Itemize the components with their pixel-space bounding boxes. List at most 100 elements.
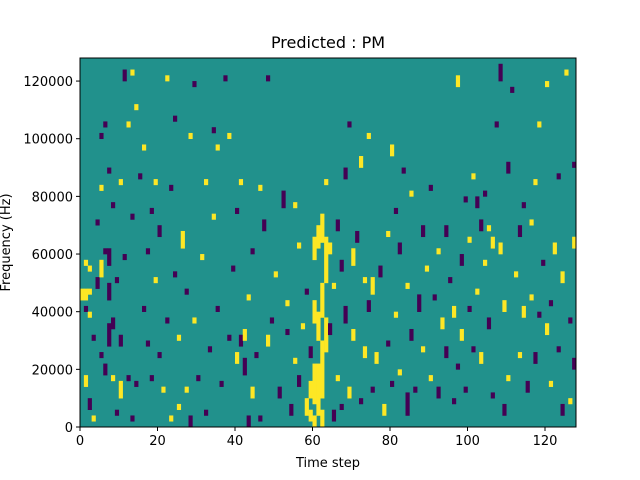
heatmap-cell xyxy=(219,380,224,387)
heatmap-cell xyxy=(545,323,550,336)
heatmap-cell xyxy=(169,184,174,191)
heatmap-cell xyxy=(107,323,112,347)
heatmap-cell xyxy=(452,398,457,405)
heatmap-cell xyxy=(153,179,158,186)
heatmap-cell xyxy=(355,230,360,243)
heatmap-cell xyxy=(463,386,468,393)
heatmap-cell xyxy=(250,386,255,399)
heatmap-cell xyxy=(281,190,286,209)
heatmap-cell xyxy=(99,352,104,359)
heatmap-cell xyxy=(312,415,317,428)
heatmap-cell xyxy=(463,196,468,203)
heatmap-cell xyxy=(266,334,271,347)
heatmap-cell xyxy=(238,179,244,186)
heatmap-cell xyxy=(235,352,240,364)
heatmap-cell xyxy=(370,386,375,393)
heatmap-cell xyxy=(331,409,337,422)
heatmap-cell xyxy=(130,415,135,422)
heatmap-cell xyxy=(266,75,271,82)
heatmap-cell xyxy=(401,167,406,174)
heatmap-cell xyxy=(335,219,340,232)
heatmap-cell xyxy=(572,161,577,168)
heatmap-cell xyxy=(254,352,259,359)
heatmap-cell xyxy=(304,398,309,416)
heatmap-cell xyxy=(204,179,209,186)
heatmap-cell xyxy=(436,248,441,255)
heatmap-cell xyxy=(556,346,561,353)
heatmap-cell xyxy=(533,352,538,364)
heatmap-cell xyxy=(99,184,104,191)
heatmap-cell xyxy=(568,317,573,324)
heatmap-cell xyxy=(204,409,209,416)
heatmap-cell xyxy=(517,352,523,359)
heatmap-cell xyxy=(184,288,189,295)
heatmap-cell xyxy=(506,375,511,382)
heatmap-cell xyxy=(471,173,476,180)
heatmap-cell xyxy=(405,282,410,289)
heatmap-cell xyxy=(366,300,371,312)
heatmap-cell xyxy=(161,386,166,393)
heatmap-cell xyxy=(126,121,131,128)
heatmap-cell xyxy=(80,288,85,295)
x-tick-label: 60 xyxy=(304,434,321,449)
heatmap-cell xyxy=(134,104,139,111)
heatmap-cell xyxy=(390,144,395,157)
heatmap-cell xyxy=(409,328,414,341)
heatmap-cell xyxy=(126,375,131,382)
heatmap-cell xyxy=(502,403,507,416)
heatmap-cell xyxy=(289,403,294,416)
heatmap-cell xyxy=(192,81,197,88)
heatmap-cell xyxy=(308,409,313,422)
heatmap-cell xyxy=(173,115,178,122)
heatmap-cell xyxy=(118,380,123,399)
y-tick-label: 20000 xyxy=(32,363,73,378)
heatmap-cell xyxy=(91,334,96,341)
heatmap-cell xyxy=(486,317,492,330)
heatmap-cell xyxy=(475,288,480,295)
heatmap-cell xyxy=(335,375,340,382)
heatmap-cell xyxy=(421,225,426,238)
heatmap-cell xyxy=(467,305,472,312)
heatmap-cell xyxy=(359,398,364,405)
heatmap-cell xyxy=(514,271,519,278)
heatmap-cell xyxy=(200,254,205,261)
x-tick-label: 80 xyxy=(382,434,399,449)
heatmap-cell xyxy=(312,363,317,405)
heatmap-cell xyxy=(560,271,565,284)
heatmap-cell xyxy=(320,340,325,399)
heatmap-cell xyxy=(114,277,120,284)
heatmap-cell xyxy=(541,259,546,266)
heatmap-cell xyxy=(83,288,89,295)
heatmap-cell xyxy=(467,236,472,243)
heatmap-cell xyxy=(351,328,356,341)
y-tick-label: 120000 xyxy=(23,75,73,90)
heatmap-cell xyxy=(107,248,112,266)
heatmap-cell xyxy=(339,403,344,411)
heatmap-cell xyxy=(502,300,507,312)
heatmap-cell xyxy=(537,311,542,318)
heatmap-cell xyxy=(506,161,511,174)
heatmap-cell xyxy=(157,225,162,238)
heatmap-cell xyxy=(382,403,387,416)
heatmap-cell xyxy=(479,219,484,232)
heatmap-cell xyxy=(273,271,278,278)
heatmap-cell xyxy=(517,225,523,238)
heatmap-cell xyxy=(293,357,298,364)
heatmap-cell xyxy=(393,207,399,214)
heatmap-cell xyxy=(293,202,298,209)
heatmap-cell xyxy=(328,323,333,336)
heatmap-cell xyxy=(111,202,116,209)
heatmap-cell xyxy=(87,398,92,410)
heatmap-cell xyxy=(548,380,554,387)
heatmap-cell xyxy=(238,334,244,347)
heatmap-cell xyxy=(242,357,247,376)
heatmap-cell xyxy=(145,340,151,347)
heatmap-cell xyxy=(215,305,220,312)
heatmap-cell xyxy=(448,277,453,284)
heatmap-cell xyxy=(428,184,433,191)
heatmap-cell xyxy=(114,409,120,416)
heatmap-cell xyxy=(312,300,317,324)
heatmap-cell xyxy=(537,121,542,128)
heatmap-cell xyxy=(83,294,89,301)
y-axis-label: Frequency (Hz) xyxy=(0,193,14,291)
